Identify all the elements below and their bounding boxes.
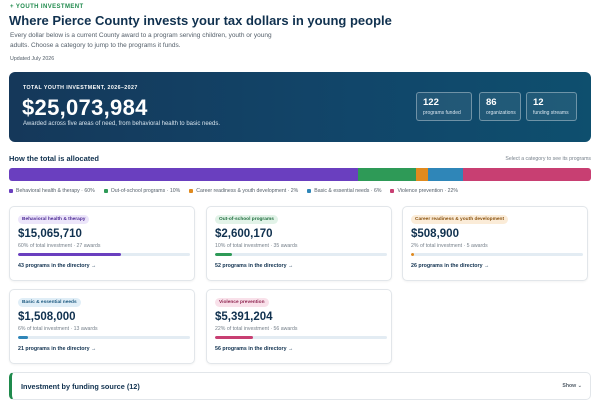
total-amount: $25,073,984 [22, 95, 148, 120]
legend-label: Career readiness & youth development · 2… [196, 188, 299, 194]
total-investment-banner: TOTAL YOUTH INVESTMENT, 2026–2027 $25,07… [9, 72, 591, 142]
category-card[interactable]: Basic & essential needs $1,508,000 6% of t… [9, 289, 195, 364]
category-card[interactable]: Behavioral health & therapy $15,065,710 60… [9, 206, 195, 281]
category-amount: $2,600,170 [215, 228, 273, 240]
directory-link[interactable]: 26 programs in the directory → [411, 263, 490, 269]
category-meta: 10% of total investment · 35 awards [215, 243, 298, 249]
stat-label: programs funded [423, 110, 461, 116]
share-progress-track [411, 253, 583, 256]
directory-link[interactable]: 52 programs in the directory → [215, 263, 294, 269]
directory-link[interactable]: 21 programs in the directory → [18, 346, 97, 352]
stat-funding-streams: 12 funding streams [526, 92, 577, 121]
allocation-segment[interactable] [9, 168, 359, 181]
allocation-legend: Behavioral health & therapy · 60% Out-of-… [9, 188, 458, 194]
stat-value: 12 [533, 97, 544, 108]
share-progress-fill [18, 253, 122, 256]
legend-swatch [189, 189, 194, 193]
category-meta: 60% of total investment · 27 awards [18, 243, 101, 249]
stat-value: 122 [423, 97, 439, 108]
funding-source-section[interactable]: Investment by funding source (12) Show ⌄ [9, 372, 591, 400]
category-badge: Out-of-school programs [215, 215, 278, 224]
total-label: TOTAL YOUTH INVESTMENT, 2026–2027 [23, 85, 138, 91]
total-subtitle: Awarded across five areas of need, from … [23, 121, 221, 127]
page-title: Where Pierce County invests your tax dol… [9, 13, 392, 28]
legend-label: Violence prevention · 22% [397, 188, 458, 194]
legend-item[interactable]: Basic & essential needs · 6% [307, 188, 381, 194]
updated-date: Updated July 2026 [10, 56, 55, 62]
stat-label: funding streams [533, 110, 569, 116]
legend-item[interactable]: Career readiness & youth development · 2… [189, 188, 298, 194]
legend-item[interactable]: Violence prevention · 22% [390, 188, 458, 194]
category-meta: 6% of total investment · 13 awards [18, 326, 98, 332]
allocation-hint: Select a category to see its programs [505, 156, 591, 162]
legend-item[interactable]: Behavioral health & therapy · 60% [9, 188, 95, 194]
legend-label: Behavioral health & therapy · 60% [16, 188, 95, 194]
category-meta: 22% of total investment · 56 awards [215, 326, 298, 332]
category-meta: 2% of total investment · 5 awards [411, 243, 488, 249]
show-toggle-button[interactable]: Show ⌄ [562, 383, 582, 389]
category-card[interactable]: Career readiness & youth development $508… [402, 206, 588, 281]
share-progress-track [215, 336, 387, 339]
category-badge: Violence prevention [215, 298, 269, 307]
section-eyebrow: + YOUTH INVESTMENT [10, 4, 84, 10]
stat-label: organizations [486, 110, 516, 116]
category-amount: $15,065,710 [18, 228, 82, 240]
share-progress-track [215, 253, 387, 256]
funding-source-heading: Investment by funding source (12) [21, 382, 140, 391]
category-amount: $5,391,204 [215, 311, 273, 323]
allocation-segment[interactable] [428, 168, 463, 181]
allocation-segment[interactable] [358, 168, 417, 181]
legend-swatch [103, 189, 108, 193]
allocation-segment[interactable] [416, 168, 428, 181]
allocation-bar [9, 168, 591, 181]
legend-label: Basic & essential needs · 6% [314, 188, 382, 194]
allocation-segment[interactable] [462, 168, 591, 181]
stat-value: 86 [486, 97, 497, 108]
intro-text: Every dollar below is a current County a… [10, 32, 272, 49]
legend-swatch [390, 189, 395, 193]
share-progress-fill [215, 336, 253, 339]
category-card[interactable]: Out-of-school programs $2,600,170 10% of t… [206, 206, 392, 281]
category-badge: Behavioral health & therapy [18, 215, 90, 224]
category-amount: $1,508,000 [18, 311, 76, 323]
share-progress-track [18, 336, 190, 339]
share-progress-fill [215, 253, 233, 256]
category-amount: $508,900 [411, 228, 459, 240]
legend-swatch [9, 189, 13, 193]
category-badge: Career readiness & youth development [411, 215, 509, 224]
category-card[interactable]: Violence prevention $5,391,204 22% of tota… [206, 289, 392, 364]
share-progress-fill [411, 253, 415, 256]
directory-link[interactable]: 43 programs in the directory → [18, 263, 97, 269]
legend-swatch [307, 189, 312, 193]
directory-link[interactable]: 56 programs in the directory → [215, 346, 294, 352]
share-progress-track [18, 253, 190, 256]
stat-organizations: 86 organizations [479, 92, 521, 121]
legend-item[interactable]: Out-of-school programs · 10% [103, 188, 181, 194]
legend-label: Out-of-school programs · 10% [110, 188, 181, 194]
allocation-heading: How the total is allocated [9, 154, 100, 163]
share-progress-fill [18, 336, 29, 339]
category-badge: Basic & essential needs [18, 298, 81, 307]
stat-programs-funded: 122 programs funded [416, 92, 472, 121]
